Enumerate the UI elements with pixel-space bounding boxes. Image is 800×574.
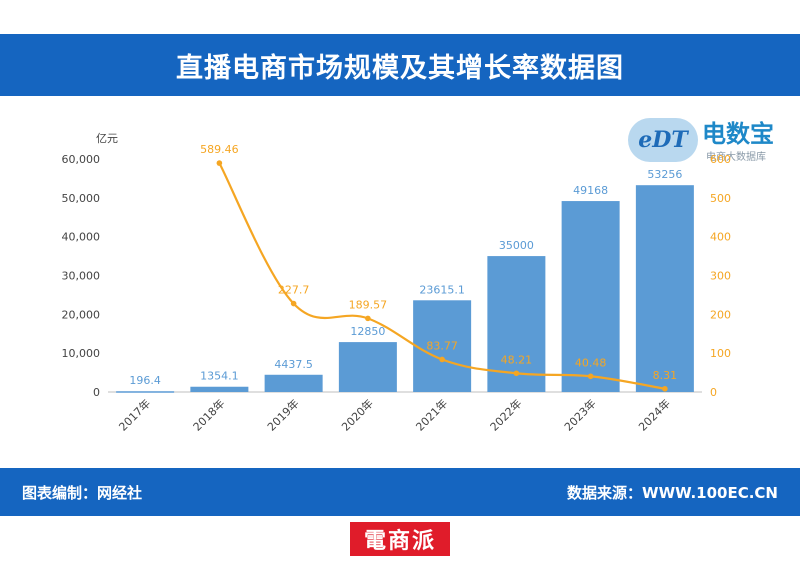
footer-bar: 图表编制：网经社 数据来源：WWW.100EC.CN — [0, 468, 800, 516]
x-tick-label: 2018年 — [190, 396, 227, 433]
bar — [116, 391, 175, 393]
growth-point — [365, 315, 371, 322]
y-right-tick-label: 200 — [710, 308, 731, 321]
logo-badge: eDT — [628, 118, 698, 162]
bar — [413, 300, 472, 392]
bar-value-label: 1354.1 — [200, 370, 239, 383]
growth-point — [662, 385, 668, 392]
brand-logo: eDT 电数宝 电商大数据库 — [628, 112, 788, 168]
x-tick-label: 2022年 — [487, 396, 524, 433]
y-left-tick-label: 40,000 — [62, 231, 101, 244]
x-tick-label: 2017年 — [116, 396, 153, 433]
footer-source: 数据来源：WWW.100EC.CN — [567, 483, 778, 502]
bar-value-label: 196.4 — [129, 374, 161, 387]
bar — [190, 386, 249, 392]
logo-name: 电数宝 — [702, 120, 774, 148]
bar-value-label: 23615.1 — [419, 283, 465, 296]
y-right-tick-label: 600 — [710, 153, 731, 166]
y-right-tick-label: 100 — [710, 347, 731, 360]
growth-point — [513, 370, 520, 377]
bar — [264, 374, 323, 392]
y-left-tick-label: 10,000 — [62, 347, 101, 360]
bar-value-label: 49168 — [573, 184, 608, 197]
bar — [487, 256, 546, 392]
bar — [338, 342, 397, 392]
y-right-tick-label: 400 — [710, 231, 731, 244]
x-tick-label: 2024年 — [636, 396, 673, 433]
growth-point — [439, 356, 445, 363]
growth-value-label: 40.48 — [575, 356, 607, 369]
bar-value-label: 4437.5 — [274, 358, 313, 371]
growth-value-label: 8.31 — [653, 369, 678, 382]
y-left-tick-label: 30,000 — [62, 270, 101, 283]
logo-tagline: 电商大数据库 — [706, 152, 766, 163]
footer-credit: 图表编制：网经社 — [22, 483, 143, 502]
bar-value-label: 53256 — [647, 168, 682, 181]
x-tick-label: 2020年 — [339, 396, 376, 433]
growth-value-label: 189.57 — [349, 298, 388, 311]
growth-point — [290, 300, 297, 307]
stamp-logo: 電商派 — [350, 522, 450, 556]
y-left-tick-label: 50,000 — [62, 192, 101, 205]
chart-title: 直播电商市场规模及其增长率数据图 — [0, 34, 800, 96]
growth-value-label: 227.7 — [278, 284, 310, 297]
y-right-tick-label: 0 — [710, 386, 717, 399]
y-right-tick-label: 500 — [710, 192, 731, 205]
y-left-unit: 亿元 — [96, 132, 118, 145]
y-left-tick-label: 60,000 — [62, 153, 101, 166]
growth-point — [587, 373, 594, 380]
y-left-tick-label: 20,000 — [62, 308, 101, 321]
x-tick-label: 2019年 — [264, 396, 301, 433]
y-right-tick-label: 300 — [710, 270, 731, 283]
x-tick-label: 2021年 — [413, 396, 450, 433]
growth-point — [216, 160, 223, 166]
growth-value-label: 48.21 — [501, 353, 533, 366]
bar — [561, 201, 620, 392]
x-tick-label: 2023年 — [561, 396, 598, 433]
growth-value-label: 589.46 — [200, 143, 239, 156]
bar-value-label: 35000 — [499, 239, 534, 252]
bar-value-label: 12850 — [350, 325, 385, 338]
combo-chart: 亿元 0 10,000 20,000 30,000 40,000 50,000 60,000 0… — [62, 132, 732, 434]
growth-value-label: 83.77 — [426, 339, 458, 352]
bar — [635, 185, 694, 392]
y-left-tick-label: 0 — [93, 386, 100, 399]
